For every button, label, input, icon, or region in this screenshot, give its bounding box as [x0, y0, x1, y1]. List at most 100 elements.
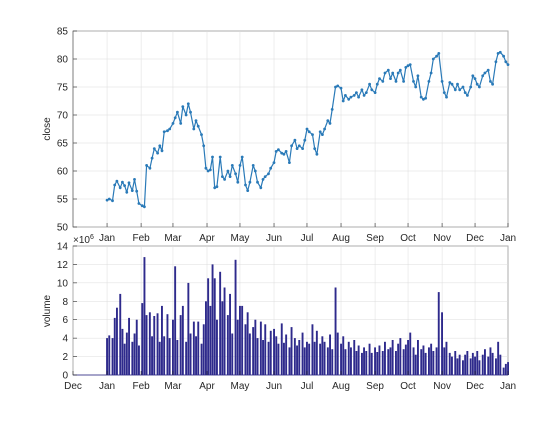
close-data-point — [284, 150, 288, 153]
volume-bar — [205, 301, 207, 375]
close-data-point — [194, 119, 198, 122]
volume-bar — [153, 316, 156, 375]
close-data-point — [168, 127, 172, 131]
close-data-point — [330, 108, 334, 111]
x-tick-label: Jul — [301, 381, 314, 392]
close-data-point — [186, 102, 190, 106]
close-data-point — [150, 156, 154, 160]
volume-bar — [466, 351, 469, 375]
x-tick-label: Mar — [164, 381, 182, 392]
volume-bar — [252, 327, 255, 375]
close-data-point — [196, 124, 200, 128]
volume-bar — [491, 352, 494, 375]
x-tick-label: Aug — [332, 233, 350, 244]
volume-bar — [200, 343, 203, 375]
volume-bar — [497, 341, 500, 375]
volume-bar — [402, 349, 405, 375]
volume-bar — [123, 343, 126, 375]
volume-bar — [407, 340, 409, 375]
close-data-point — [328, 122, 332, 125]
volume-bar — [311, 324, 314, 375]
volume-bar — [125, 332, 128, 375]
volume-bar — [192, 321, 195, 375]
volume-bar — [234, 259, 237, 375]
volume-bar — [474, 356, 476, 375]
volume-bar — [370, 352, 373, 375]
close-data-point — [378, 77, 381, 80]
volume-bar — [313, 341, 316, 375]
volume-bar — [428, 347, 430, 375]
y-tick-label: 80 — [57, 55, 69, 66]
volume-exponent-label: ×106 — [73, 234, 94, 246]
close-data-point — [481, 74, 485, 78]
volume-bar — [197, 321, 200, 375]
y-tick-label: 85 — [57, 27, 69, 38]
y-tick-label: 12 — [57, 260, 69, 271]
volume-bar — [319, 343, 322, 375]
y-tick-label: 75 — [57, 83, 69, 94]
close-data-point — [160, 149, 164, 153]
close-data-point — [121, 180, 124, 184]
x-tick-label: Sep — [366, 233, 384, 244]
close-data-point — [506, 63, 510, 66]
volume-bar — [499, 354, 502, 375]
close-data-point — [473, 77, 477, 80]
volume-bar — [336, 332, 339, 375]
volume-bar — [163, 336, 166, 375]
volume-bar — [259, 321, 262, 375]
x-tick-label: Nov — [433, 381, 451, 392]
y-tick-label: 50 — [57, 223, 69, 234]
close-data-point — [246, 189, 250, 193]
close-data-point — [297, 144, 301, 148]
volume-bar — [487, 356, 490, 375]
volume-bar — [293, 338, 296, 375]
volume-bar — [267, 341, 270, 375]
x-tick-label: Oct — [400, 381, 416, 392]
y-tick-label: 2 — [62, 352, 68, 363]
volume-bar — [414, 354, 417, 375]
close-data-point — [166, 129, 169, 133]
close-data-point — [148, 166, 152, 170]
close-data-point — [375, 82, 379, 86]
close-data-point — [408, 63, 412, 66]
close-data-point — [192, 127, 196, 131]
close-data-point — [391, 71, 395, 75]
close-data-point — [238, 164, 242, 167]
close-data-point — [152, 147, 156, 151]
volume-bar — [262, 340, 264, 375]
volume-bar — [213, 278, 216, 376]
close-data-point — [440, 80, 444, 83]
x-tick-label: Sep — [366, 381, 384, 392]
close-line-series — [105, 50, 510, 209]
close-data-point — [458, 88, 462, 92]
volume-bar — [283, 342, 285, 376]
close-data-point — [453, 88, 457, 92]
close-data-point — [334, 85, 337, 89]
volume-axes: 0 2 4 6 8 10 12 14 Dec Jan Feb Mar Apr May Jun Jul Aug Se… — [42, 234, 516, 392]
close-data-point — [498, 50, 502, 54]
close-data-point — [414, 85, 418, 89]
close-data-point — [496, 52, 500, 55]
volume-bar — [226, 315, 229, 375]
close-data-point — [448, 81, 452, 84]
volume-bar — [148, 312, 151, 375]
close-data-point — [478, 85, 481, 89]
volume-bar — [342, 336, 345, 375]
close-data-point — [115, 179, 119, 183]
close-data-point — [489, 80, 492, 83]
close-data-point — [208, 168, 212, 172]
volume-bar — [399, 338, 402, 375]
volume-bar — [417, 340, 419, 375]
x-tick-label: Jul — [301, 233, 314, 244]
x-tick-label: Jun — [266, 381, 282, 392]
close-data-point — [171, 122, 175, 125]
close-data-point — [352, 94, 356, 97]
volume-bar — [241, 305, 244, 375]
volume-bar — [113, 317, 116, 375]
close-data-point — [145, 164, 149, 167]
volume-bar — [236, 319, 239, 375]
x-tick-label: Jan — [500, 233, 516, 244]
close-data-point — [234, 172, 238, 176]
